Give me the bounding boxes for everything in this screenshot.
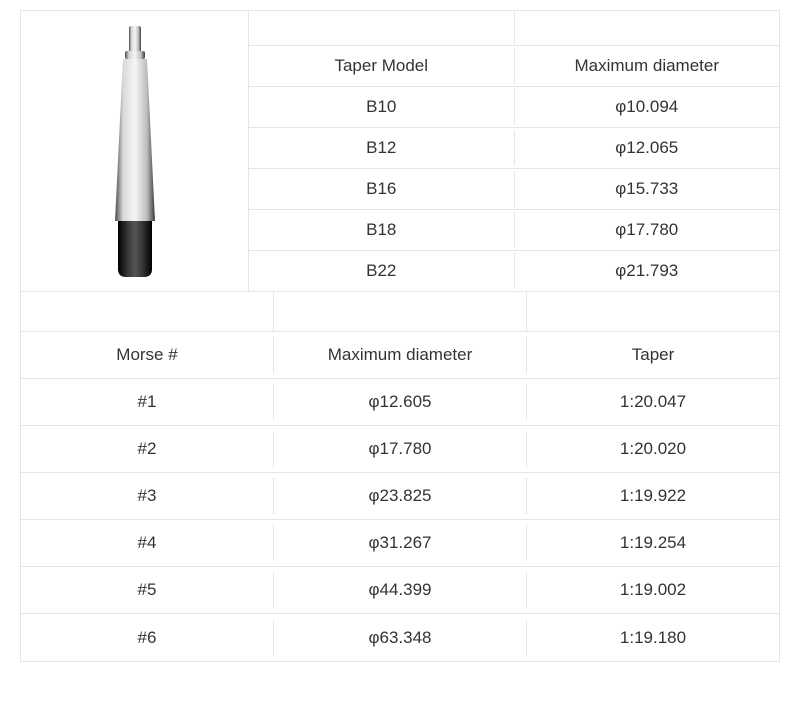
morse-taper-cell: 1:19.002 xyxy=(527,572,779,608)
morse-diameter-cell: φ63.348 xyxy=(274,620,527,656)
mid-spacer-row xyxy=(21,292,779,332)
morse-number-header: Morse # xyxy=(21,337,274,373)
taper-model-cell: B16 xyxy=(249,171,515,207)
taper-diameter-cell: φ10.094 xyxy=(515,89,780,125)
taper-diameter-cell: φ12.065 xyxy=(515,130,780,166)
morse-taper-cell: 1:20.020 xyxy=(527,431,779,467)
spec-tables: Taper Model Maximum diameter B10 φ10.094… xyxy=(20,10,780,662)
taper-model-header: Taper Model xyxy=(249,48,515,84)
morse-header-row: Morse # Maximum diameter Taper xyxy=(21,332,779,379)
morse-number-cell: #3 xyxy=(21,478,274,514)
morse-row: #1 φ12.605 1:20.047 xyxy=(21,379,779,426)
morse-number-cell: #2 xyxy=(21,431,274,467)
taper-header-row: Taper Model Maximum diameter xyxy=(249,46,779,87)
taper-diameter-cell: φ17.780 xyxy=(515,212,780,248)
top-section: Taper Model Maximum diameter B10 φ10.094… xyxy=(21,11,779,292)
top-spacer-row xyxy=(249,11,779,46)
morse-number-cell: #4 xyxy=(21,525,274,561)
taper-row: B18 φ17.780 xyxy=(249,210,779,251)
morse-table: Morse # Maximum diameter Taper #1 φ12.60… xyxy=(21,332,779,661)
taper-arbor-icon xyxy=(85,21,185,281)
max-diameter-header: Maximum diameter xyxy=(515,48,780,84)
morse-taper-header: Taper xyxy=(527,337,779,373)
taper-model-cell: B18 xyxy=(249,212,515,248)
morse-diameter-cell: φ44.399 xyxy=(274,572,527,608)
taper-model-cell: B12 xyxy=(249,130,515,166)
product-image-cell xyxy=(21,11,249,291)
morse-diameter-cell: φ12.605 xyxy=(274,384,527,420)
morse-row: #4 φ31.267 1:19.254 xyxy=(21,520,779,567)
morse-taper-cell: 1:19.254 xyxy=(527,525,779,561)
morse-diameter-cell: φ31.267 xyxy=(274,525,527,561)
morse-diameter-cell: φ17.780 xyxy=(274,431,527,467)
taper-diameter-cell: φ21.793 xyxy=(515,253,780,289)
taper-row: B16 φ15.733 xyxy=(249,169,779,210)
morse-diameter-cell: φ23.825 xyxy=(274,478,527,514)
taper-row: B10 φ10.094 xyxy=(249,87,779,128)
taper-model-table: Taper Model Maximum diameter B10 φ10.094… xyxy=(249,11,779,291)
morse-taper-cell: 1:19.922 xyxy=(527,478,779,514)
morse-row: #2 φ17.780 1:20.020 xyxy=(21,426,779,473)
taper-model-cell: B10 xyxy=(249,89,515,125)
taper-model-cell: B22 xyxy=(249,253,515,289)
morse-number-cell: #5 xyxy=(21,572,274,608)
taper-row: B12 φ12.065 xyxy=(249,128,779,169)
morse-number-cell: #6 xyxy=(21,620,274,656)
taper-row: B22 φ21.793 xyxy=(249,251,779,291)
morse-number-cell: #1 xyxy=(21,384,274,420)
morse-diameter-header: Maximum diameter xyxy=(274,337,527,373)
morse-taper-cell: 1:20.047 xyxy=(527,384,779,420)
taper-diameter-cell: φ15.733 xyxy=(515,171,780,207)
morse-row: #5 φ44.399 1:19.002 xyxy=(21,567,779,614)
morse-taper-cell: 1:19.180 xyxy=(527,620,779,656)
morse-row: #6 φ63.348 1:19.180 xyxy=(21,614,779,661)
morse-row: #3 φ23.825 1:19.922 xyxy=(21,473,779,520)
